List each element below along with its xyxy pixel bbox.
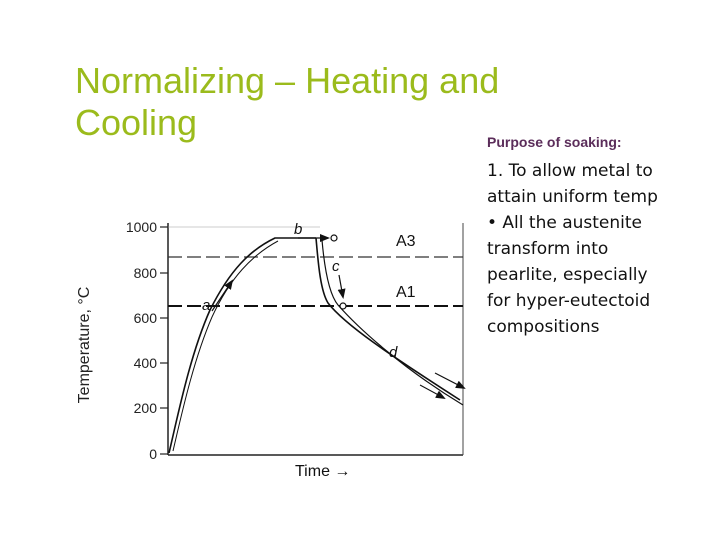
purpose-line: pearlite, especially <box>487 265 648 285</box>
y-tick-label: 1000 <box>126 219 157 235</box>
heating-curve <box>168 237 316 454</box>
purpose-line: compositions <box>487 317 600 337</box>
purpose-line: for hyper-eutectoid <box>487 291 651 311</box>
purpose-line: 1. To allow metal to <box>487 161 653 181</box>
y-tick-label: 600 <box>134 310 158 326</box>
normalizing-diagram: Temperature, °C 1000 800 600 400 200 0 A… <box>76 219 466 480</box>
y-axis-label: Temperature, °C <box>76 287 93 404</box>
point-label-a: a <box>202 297 210 314</box>
a1-label: A1 <box>396 284 416 301</box>
point-c-marker <box>330 234 338 242</box>
purpose-line: • All the austenite <box>487 213 643 233</box>
point-a1-marker <box>339 302 347 310</box>
point-label-b: b <box>294 221 302 238</box>
point-label-c: c <box>332 258 340 275</box>
purpose-line: transform into <box>487 239 609 259</box>
purpose-heading: Purpose of soaking: <box>487 134 622 150</box>
purpose-line: attain uniform temp <box>487 187 658 207</box>
title-line-2: Cooling <box>75 102 198 143</box>
title-line-1: Normalizing – Heating and <box>75 60 500 101</box>
heating-arrow <box>211 279 234 312</box>
y-tick-label: 200 <box>134 400 158 416</box>
y-tick-label: 800 <box>134 265 158 281</box>
cooling-curve <box>315 237 461 401</box>
a3-label: A3 <box>396 233 416 250</box>
cooling-arrow-d <box>434 372 466 389</box>
heating-curve-inner <box>172 240 279 452</box>
purpose-list: 1. To allow metal to attain uniform temp… <box>487 158 715 340</box>
cooling-arrow-c <box>337 274 346 299</box>
y-tick-label: 400 <box>134 355 158 371</box>
cooling-arrow-end <box>419 384 446 399</box>
x-axis-label: Time → <box>295 463 350 480</box>
y-tick-label: 0 <box>149 446 157 462</box>
cooling-curve-inner <box>321 239 464 406</box>
point-label-d: d <box>389 344 398 361</box>
slide-title: Normalizing – Heating and Cooling <box>75 60 595 144</box>
